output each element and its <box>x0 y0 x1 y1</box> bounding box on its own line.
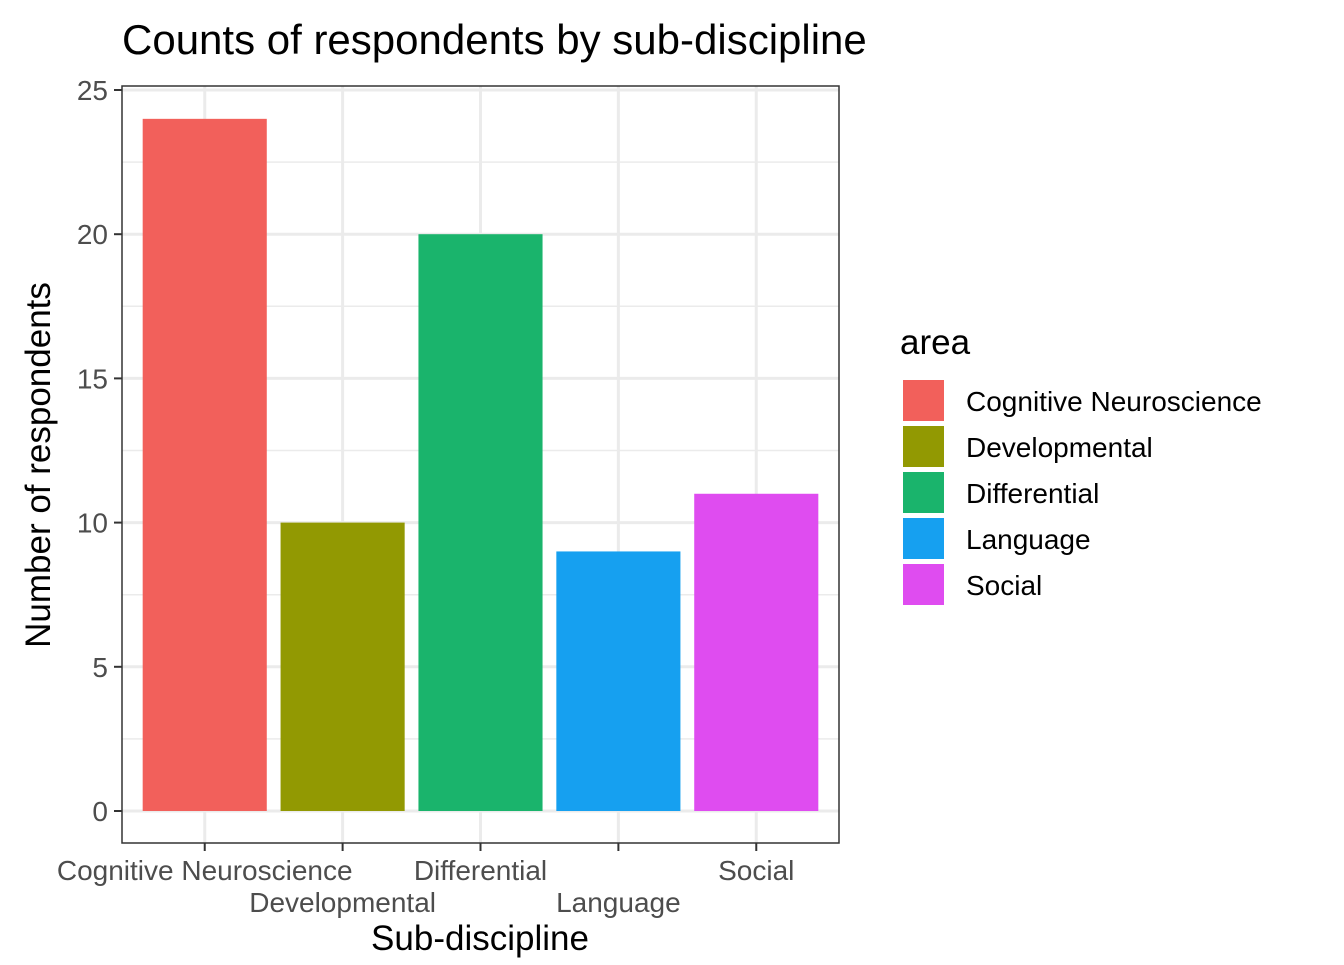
bars <box>142 118 819 812</box>
bar-social <box>694 493 819 811</box>
y-axis: 0 5 10 15 20 25 <box>77 75 122 827</box>
legend-label: Cognitive Neuroscience <box>966 386 1262 417</box>
legend-label: Differential <box>966 478 1099 509</box>
legend-label: Social <box>966 570 1042 601</box>
legend-swatch <box>903 380 944 421</box>
bar-differential <box>418 234 543 811</box>
x-tick-label: Developmental <box>249 887 436 918</box>
bar-language <box>556 551 681 811</box>
legend-swatch <box>903 426 944 467</box>
y-tick-label: 20 <box>77 219 108 250</box>
y-axis-label: Number of respondents <box>19 282 58 648</box>
y-tick-label: 10 <box>77 508 108 539</box>
legend-swatch <box>903 564 944 605</box>
y-tick-label: 25 <box>77 75 108 106</box>
bar-developmental <box>280 522 405 811</box>
x-tick-label: Language <box>556 887 681 918</box>
x-axis: Cognitive NeuroscienceDevelopmentalDiffe… <box>57 843 794 918</box>
legend-label: Language <box>966 524 1091 555</box>
legend-title: area <box>900 323 971 362</box>
y-tick-label: 0 <box>92 796 108 827</box>
y-tick-label: 5 <box>92 652 108 683</box>
y-tick-label: 15 <box>77 363 108 394</box>
legend-label: Developmental <box>966 432 1153 463</box>
x-tick-label: Differential <box>414 855 547 886</box>
x-tick-label: Cognitive Neuroscience <box>57 855 353 886</box>
x-tick-label: Social <box>718 855 794 886</box>
chart-title: Counts of respondents by sub-discipline <box>122 16 867 63</box>
x-axis-label: Sub-discipline <box>371 919 589 958</box>
legend: area Cognitive Neuroscience Developmental… <box>900 323 1262 605</box>
bar-cognitive-neuroscience <box>142 118 267 812</box>
legend-swatch <box>903 518 944 559</box>
legend-swatch <box>903 472 944 513</box>
